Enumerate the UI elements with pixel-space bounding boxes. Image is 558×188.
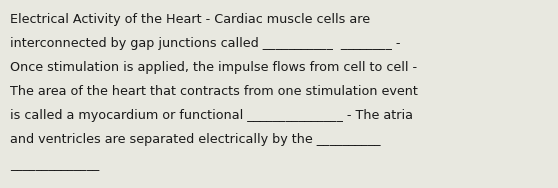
Text: is called a myocardium or functional _______________ - The atria: is called a myocardium or functional ___… bbox=[10, 109, 413, 122]
Text: The area of the heart that contracts from one stimulation event: The area of the heart that contracts fro… bbox=[10, 85, 418, 98]
Text: Once stimulation is applied, the impulse flows from cell to cell -: Once stimulation is applied, the impulse… bbox=[10, 61, 417, 74]
Text: and ventricles are separated electrically by the __________: and ventricles are separated electricall… bbox=[10, 133, 381, 146]
Text: Electrical Activity of the Heart - Cardiac muscle cells are: Electrical Activity of the Heart - Cardi… bbox=[10, 13, 370, 26]
Text: interconnected by gap junctions called ___________  ________ -: interconnected by gap junctions called _… bbox=[10, 37, 401, 50]
Text: ______________: ______________ bbox=[10, 158, 99, 171]
